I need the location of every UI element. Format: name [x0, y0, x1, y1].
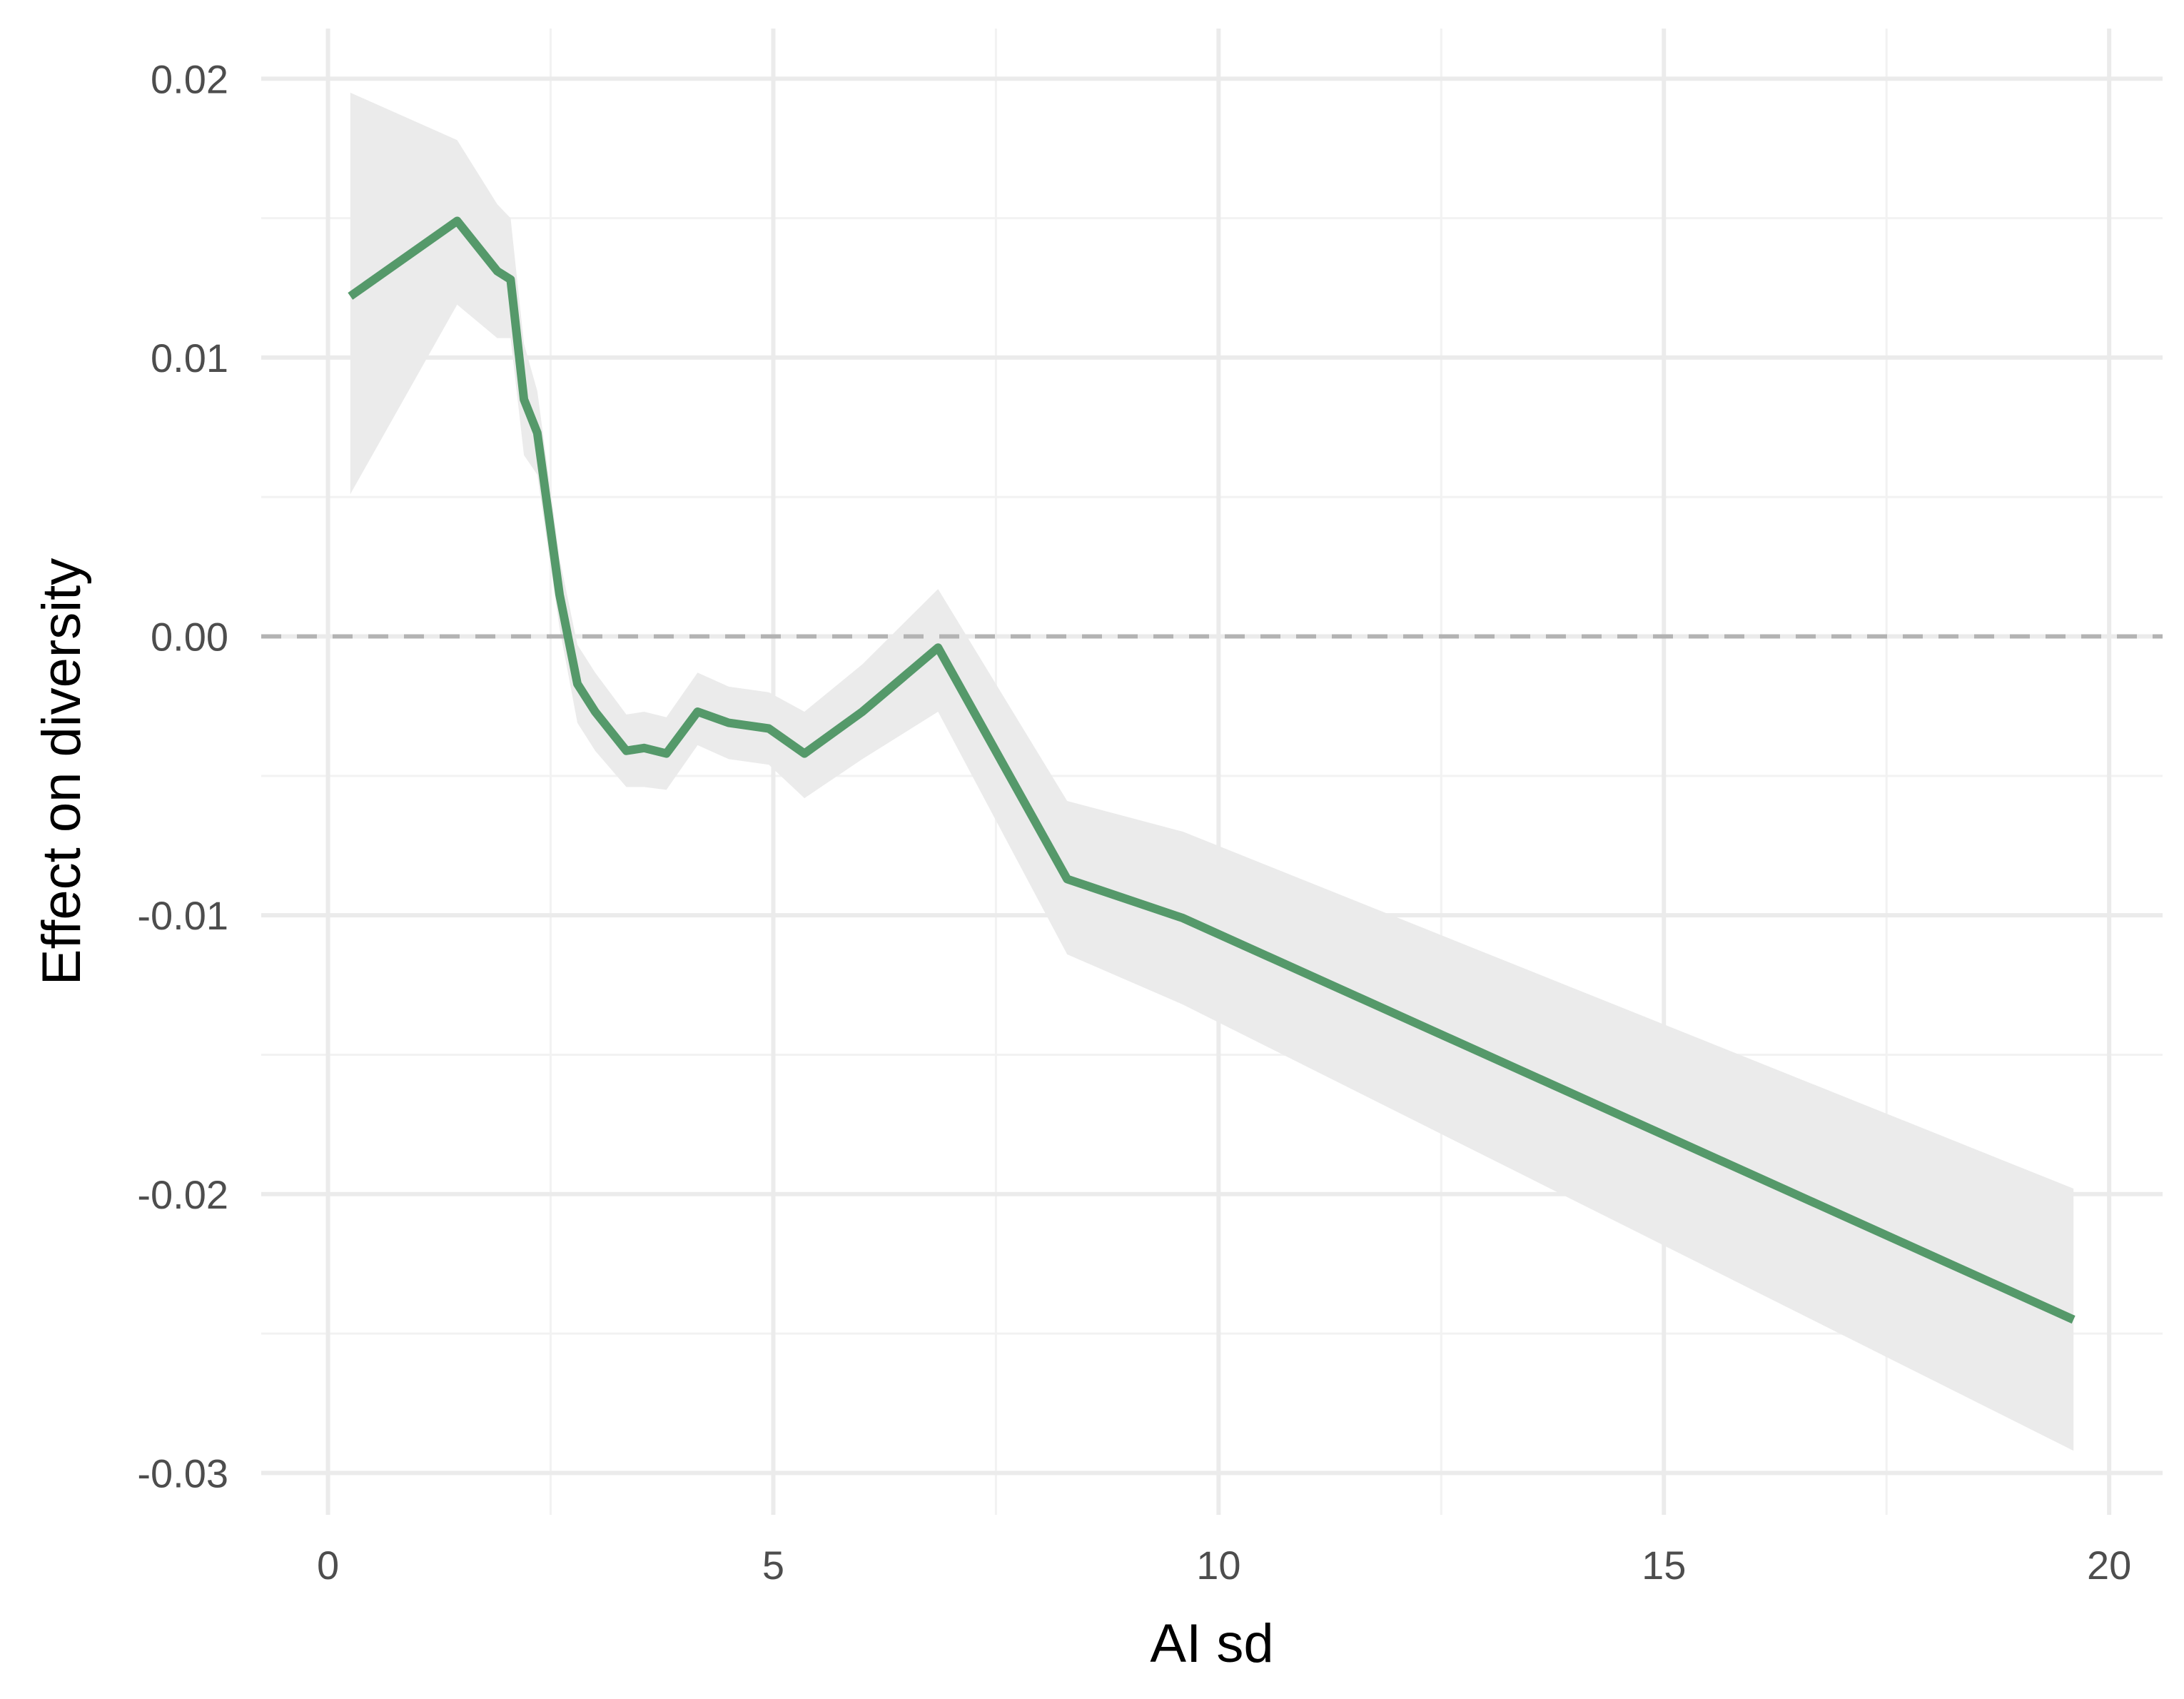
- y-tick-label: -0.02: [137, 1172, 228, 1217]
- confidence-band-layer: [350, 92, 2074, 1451]
- y-tick-label: -0.03: [137, 1451, 228, 1496]
- y-tick-label: 0.00: [151, 615, 228, 660]
- confidence-band: [350, 92, 2074, 1451]
- y-axis-title: Effect on diversity: [31, 558, 92, 985]
- x-axis-title: AI sd: [1150, 1613, 1273, 1674]
- x-tick-label: 10: [1196, 1543, 1240, 1588]
- x-tick-label: 15: [1642, 1543, 1686, 1588]
- x-tick-label: 0: [317, 1543, 339, 1588]
- y-tick-label: 0.01: [151, 336, 228, 380]
- x-axis-ticks: 0 5 10 15 20: [317, 1543, 2131, 1588]
- major-gridlines: [261, 29, 2163, 1515]
- y-axis-ticks: -0.03 -0.02 -0.01 0.00 0.01 0.02: [137, 56, 228, 1496]
- y-tick-label: 0.02: [151, 56, 228, 101]
- x-tick-label: 5: [762, 1543, 784, 1588]
- y-tick-label: -0.01: [137, 893, 228, 938]
- x-tick-label: 20: [2087, 1543, 2131, 1588]
- series-line-layer: [348, 216, 2076, 1324]
- effect-line: [348, 216, 2076, 1324]
